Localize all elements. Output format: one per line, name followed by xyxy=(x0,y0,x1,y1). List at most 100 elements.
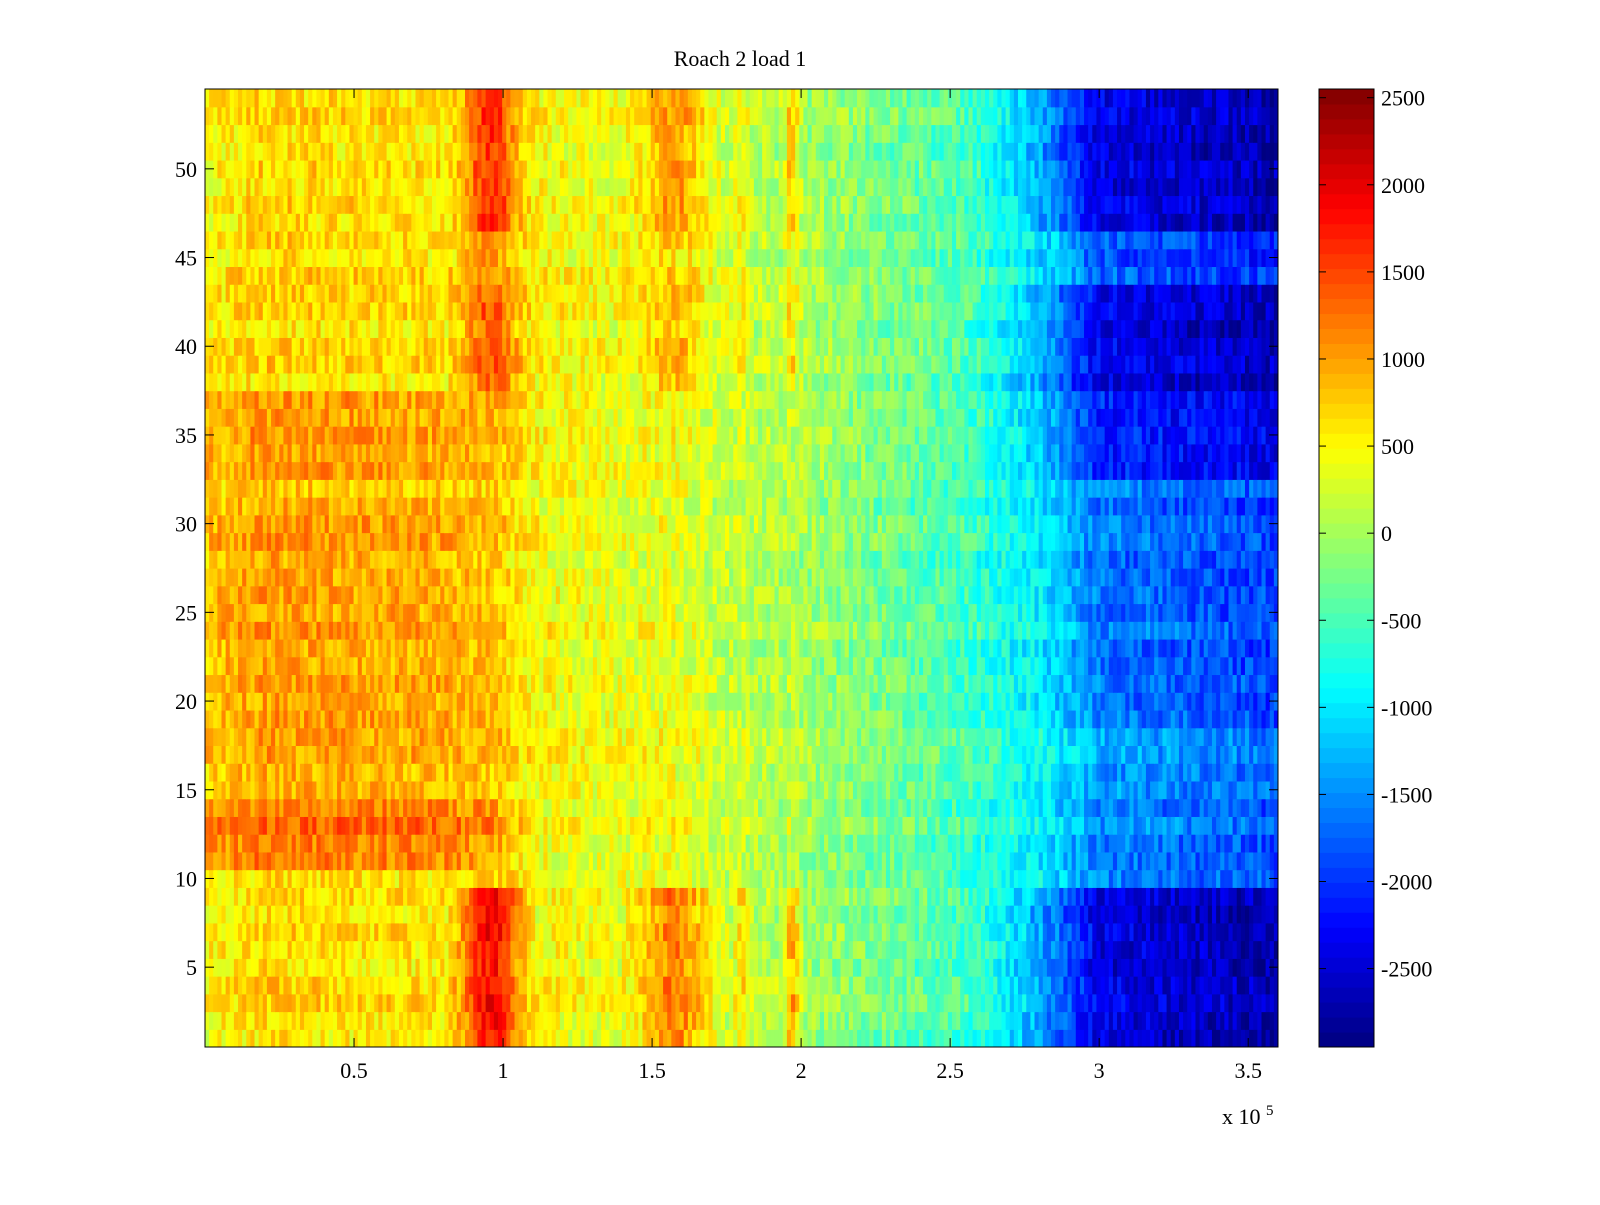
heatmap-cell xyxy=(984,905,990,924)
heatmap-cell xyxy=(696,922,701,942)
heatmap-cell xyxy=(390,887,396,906)
heatmap-cell xyxy=(815,887,821,906)
heatmap-cell xyxy=(1224,940,1230,959)
heatmap-cell xyxy=(332,976,338,995)
heatmap-cell xyxy=(642,887,648,906)
heatmap-cell xyxy=(989,816,994,835)
heatmap-cell xyxy=(815,834,821,853)
heatmap-cell xyxy=(547,1029,553,1047)
heatmap-cell xyxy=(1220,763,1225,782)
heatmap-cell xyxy=(250,922,256,942)
heatmap-cell xyxy=(679,798,685,817)
heatmap-cell xyxy=(1150,940,1155,959)
heatmap-cell xyxy=(1059,816,1064,835)
heatmap-cell xyxy=(444,993,450,1013)
heatmap-cell xyxy=(724,727,730,747)
heatmap-cell xyxy=(320,922,326,942)
heatmap-cell xyxy=(328,993,334,1013)
heatmap-cell xyxy=(774,976,780,995)
heatmap-cell xyxy=(1059,1029,1064,1047)
heatmap-cell xyxy=(1030,869,1036,888)
heatmap-cell xyxy=(238,816,243,835)
heatmap-cell xyxy=(885,851,891,871)
heatmap-cell xyxy=(935,709,941,729)
heatmap-cell xyxy=(477,976,483,995)
heatmap-cell xyxy=(927,1011,932,1030)
heatmap-cell xyxy=(592,798,598,817)
heatmap-cell xyxy=(460,940,466,959)
heatmap-cell xyxy=(741,816,747,835)
heatmap-cell xyxy=(708,727,714,747)
heatmap-cell xyxy=(1018,1011,1023,1030)
heatmap-cell xyxy=(819,1011,825,1030)
heatmap-cell xyxy=(1026,905,1031,924)
heatmap-cell xyxy=(923,798,928,817)
heatmap-cell xyxy=(1187,958,1192,977)
heatmap-cell xyxy=(275,993,280,1013)
heatmap-cell xyxy=(758,834,763,853)
heatmap-cell xyxy=(502,887,507,906)
heatmap-cell xyxy=(654,940,660,959)
heatmap-cell xyxy=(1183,851,1188,871)
heatmap-cell xyxy=(382,834,388,853)
heatmap-cell xyxy=(1092,887,1098,906)
heatmap-cell xyxy=(448,922,454,942)
heatmap-cell xyxy=(931,709,937,729)
heatmap-cell xyxy=(1046,993,1052,1013)
heatmap-cell xyxy=(275,692,280,711)
heatmap-cell xyxy=(869,763,875,782)
heatmap-cell xyxy=(984,745,990,764)
heatmap-cell xyxy=(1170,745,1176,764)
heatmap-cell xyxy=(427,976,433,995)
heatmap-cell xyxy=(1055,798,1060,817)
heatmap-cell xyxy=(1051,922,1056,942)
heatmap-cell xyxy=(233,887,239,906)
heatmap-cell xyxy=(564,887,569,906)
heatmap-cell xyxy=(654,851,660,871)
heatmap-cell xyxy=(1178,958,1184,977)
heatmap-cell xyxy=(1071,940,1077,959)
heatmap-cell xyxy=(1216,798,1221,817)
heatmap-cell xyxy=(774,727,780,747)
heatmap-cell xyxy=(332,958,338,977)
heatmap-cell xyxy=(1121,780,1126,800)
heatmap-cell xyxy=(1108,869,1114,888)
heatmap-cell xyxy=(295,1029,301,1047)
heatmap-cell xyxy=(559,780,565,800)
heatmap-cell xyxy=(630,869,635,888)
heatmap-cell xyxy=(914,816,920,835)
heatmap-cell xyxy=(584,851,590,871)
heatmap-cell xyxy=(584,798,590,817)
heatmap-cell xyxy=(568,816,573,835)
heatmap-cell xyxy=(960,834,965,853)
heatmap-cell xyxy=(968,887,974,906)
heatmap-cell xyxy=(753,816,759,835)
heatmap-cell xyxy=(646,905,652,924)
heatmap-cell xyxy=(968,869,974,888)
heatmap-cell xyxy=(836,851,842,871)
heatmap-cell xyxy=(1079,869,1085,888)
heatmap-cell xyxy=(506,727,511,747)
heatmap-cell xyxy=(262,976,268,995)
heatmap-cell xyxy=(786,958,792,977)
heatmap-cell xyxy=(766,834,771,853)
heatmap-cell xyxy=(720,763,726,782)
heatmap-cell xyxy=(1199,958,1205,977)
heatmap-cell xyxy=(935,993,941,1013)
heatmap-cell xyxy=(1092,834,1098,853)
heatmap-cell xyxy=(514,834,520,853)
heatmap-cell xyxy=(943,798,949,817)
heatmap-cell xyxy=(1178,940,1184,959)
heatmap-cell xyxy=(535,905,540,924)
heatmap-cell xyxy=(865,763,871,782)
heatmap-cell xyxy=(720,1011,726,1030)
heatmap-cell xyxy=(638,905,644,924)
heatmap-cell xyxy=(1253,727,1258,747)
heatmap-cell xyxy=(1063,1029,1069,1047)
heatmap-cell xyxy=(774,940,780,959)
heatmap-cell xyxy=(890,763,895,782)
heatmap-cell xyxy=(1055,780,1060,800)
heatmap-cell xyxy=(1158,851,1164,871)
heatmap-cell xyxy=(1051,958,1056,977)
